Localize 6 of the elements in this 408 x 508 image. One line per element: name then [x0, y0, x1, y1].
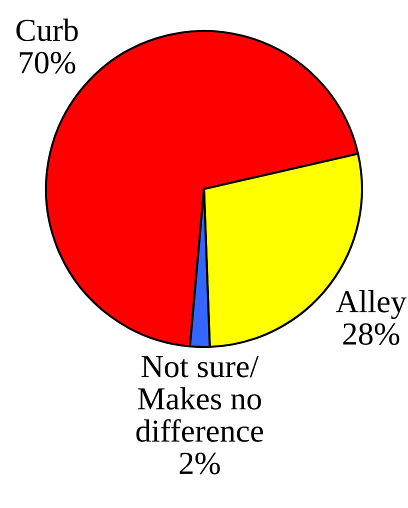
slice-label: Curb [16, 18, 78, 42]
slice-label: Alley [336, 290, 406, 320]
data-label: 2% [180, 452, 220, 474]
data-label: 28% [343, 323, 400, 345]
data-label: 70% [20, 52, 76, 74]
slice-label: Not sure/ Makes no difference [136, 356, 263, 442]
